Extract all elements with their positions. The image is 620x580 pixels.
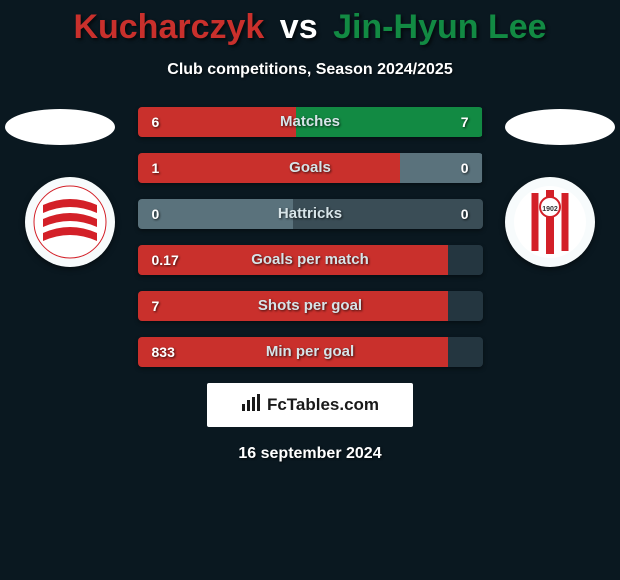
vs-text: vs — [280, 8, 318, 46]
stat-row: Goals per match0.17 — [138, 245, 483, 275]
bar-left — [138, 291, 449, 321]
svg-text:1902: 1902 — [542, 206, 558, 213]
bar-wrap — [138, 107, 483, 137]
brand-text: FcTables.com — [267, 395, 379, 415]
left-club-logo — [25, 177, 115, 267]
right-flag-icon — [505, 109, 615, 145]
content-area: 1902 Matches67 Goals10 Hattricks00 Goals pe… — [0, 107, 620, 463]
bar-wrap — [138, 337, 483, 367]
brand-badge: FcTables.com — [207, 383, 413, 427]
bar-wrap — [138, 291, 483, 321]
bar-wrap — [138, 199, 483, 229]
comparison-title: Kucharczyk vs Jin-Hyun Lee — [0, 0, 620, 47]
bar-left — [138, 245, 449, 275]
bar-right — [293, 199, 483, 229]
stat-row: Hattricks00 — [138, 199, 483, 229]
date-text: 16 september 2024 — [0, 445, 620, 463]
bar-left — [138, 199, 293, 229]
stat-row: Min per goal833 — [138, 337, 483, 367]
bar-right — [448, 291, 483, 321]
bar-left — [138, 107, 297, 137]
bar-left — [138, 337, 449, 367]
bar-right — [296, 107, 482, 137]
stat-row: Shots per goal7 — [138, 291, 483, 321]
stat-row: Matches67 — [138, 107, 483, 137]
right-club-logo: 1902 — [505, 177, 595, 267]
player2-name: Jin-Hyun Lee — [333, 8, 546, 46]
bar-wrap — [138, 245, 483, 275]
stat-rows: Matches67 Goals10 Hattricks00 Goals per mat… — [138, 107, 483, 367]
bar-right — [448, 337, 483, 367]
bar-right — [400, 153, 483, 183]
player1-name: Kucharczyk — [73, 8, 264, 46]
bar-right — [448, 245, 483, 275]
left-flag-icon — [5, 109, 115, 145]
bar-wrap — [138, 153, 483, 183]
brand-chart-icon — [241, 394, 261, 417]
stat-row: Goals10 — [138, 153, 483, 183]
bar-left — [138, 153, 400, 183]
subtitle: Club competitions, Season 2024/2025 — [0, 61, 620, 79]
